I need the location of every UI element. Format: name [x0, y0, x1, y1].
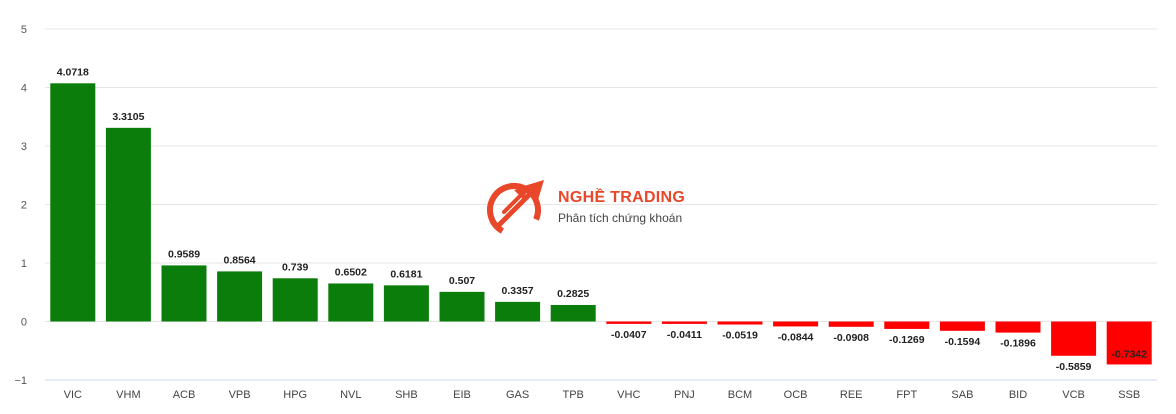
x-tick-label: TPB: [562, 389, 583, 401]
data-label: -0.1269: [889, 334, 925, 346]
bar: [50, 83, 96, 322]
data-label: -0.7342: [1111, 348, 1147, 360]
bar: [383, 285, 429, 322]
data-label: 3.3105: [112, 111, 144, 123]
data-label: -0.5859: [1056, 361, 1092, 373]
x-tick-label: REE: [840, 389, 863, 401]
x-tick-label: SHB: [395, 389, 418, 401]
data-label: -0.0411: [667, 329, 702, 341]
x-tick-label: HPG: [283, 389, 307, 401]
data-label: 0.3357: [502, 285, 534, 297]
bar: [995, 321, 1041, 333]
x-tick-label: BCM: [728, 389, 752, 401]
data-label: -0.1594: [945, 336, 981, 348]
data-label: 4.0718: [57, 66, 89, 78]
x-tick-label: VHC: [617, 389, 640, 401]
bar: [828, 321, 874, 327]
bar: [217, 271, 263, 322]
data-label: 0.507: [449, 275, 475, 287]
watermark: NGHỀ TRADING Phân tích chứng khoán: [484, 172, 685, 242]
data-label: 0.6181: [390, 268, 422, 280]
x-tick-label: BID: [1009, 389, 1027, 401]
data-label: 0.2825: [557, 288, 589, 300]
data-label: 0.739: [282, 261, 308, 273]
trading-arrows-logo-icon: [487, 180, 544, 237]
y-tick-label: 3: [21, 141, 27, 153]
bar: [1106, 321, 1152, 365]
data-label: -0.0519: [722, 330, 758, 342]
x-tick-label: VPB: [229, 389, 251, 401]
bar: [161, 265, 207, 322]
x-tick-label: VIC: [64, 389, 82, 401]
bar: [550, 304, 596, 322]
watermark-brand: NGHỀ TRADING: [558, 189, 686, 206]
y-tick-label: 1: [21, 258, 27, 270]
bar: [884, 321, 930, 329]
x-tick-label: GAS: [506, 389, 529, 401]
data-label: -0.0407: [611, 329, 647, 341]
x-tick-label: SAB: [951, 389, 973, 401]
bar: [773, 321, 819, 327]
x-tick-label: FPT: [896, 389, 917, 401]
bar: [328, 283, 374, 322]
x-tick-label: EIB: [453, 389, 471, 401]
x-tick-label: VCB: [1062, 389, 1085, 401]
data-label: 0.6502: [335, 266, 367, 278]
data-label: 0.9589: [168, 248, 200, 260]
x-tick-label: VHM: [116, 389, 140, 401]
data-label: -0.0908: [833, 332, 869, 344]
bar: [606, 321, 652, 324]
bar: [939, 321, 985, 331]
y-tick-label: 0: [21, 317, 27, 329]
bar: [439, 291, 485, 322]
watermark-tagline: Phân tích chứng khoán: [558, 211, 683, 225]
x-tick-label: NVL: [340, 389, 361, 401]
bar: [661, 321, 707, 324]
x-tick-label: OCB: [784, 389, 808, 401]
x-tick-label: ACB: [173, 389, 196, 401]
y-tick-label: 4: [21, 83, 27, 95]
data-label: 0.8564: [224, 254, 256, 266]
data-label: -0.1896: [1000, 338, 1036, 350]
bar: [495, 301, 541, 322]
y-tick-label: 5: [21, 24, 27, 36]
bar: [272, 278, 318, 322]
bar: [105, 127, 151, 322]
bar: [1051, 321, 1097, 356]
bar: [717, 321, 763, 325]
x-tick-label: SSB: [1118, 389, 1140, 401]
x-tick-label: PNJ: [674, 389, 695, 401]
data-label: -0.0844: [778, 331, 814, 343]
y-tick-label: 2: [21, 200, 27, 212]
y-tick-label: −1: [14, 375, 27, 387]
